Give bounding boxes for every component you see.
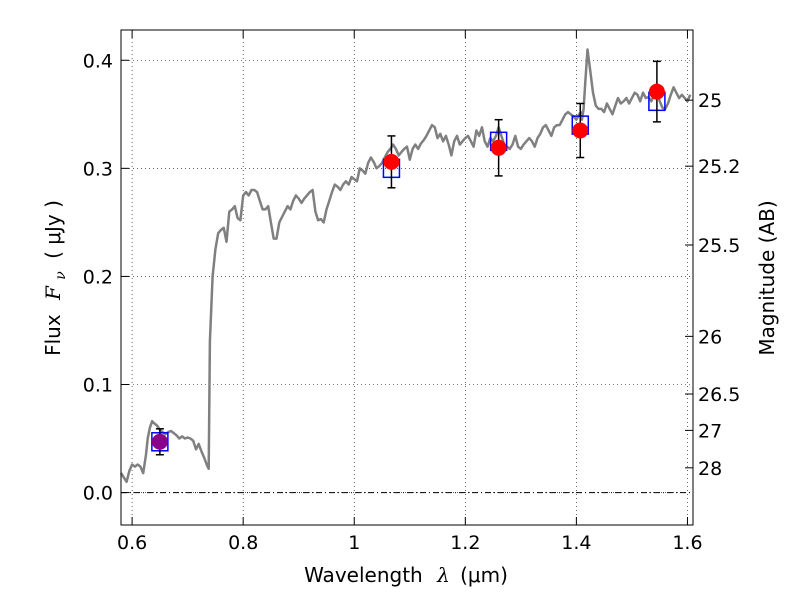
y2-tick-label: 26.5 <box>698 384 740 406</box>
plot-frame <box>120 29 694 526</box>
y-tick-label: 0.2 <box>83 266 113 288</box>
observed-point <box>648 83 665 100</box>
y-axis-label-symbol: F <box>41 285 65 301</box>
observed-point <box>383 153 400 170</box>
observed-point <box>490 139 507 156</box>
observed-photometry-points <box>151 83 665 450</box>
x-tick-label: 1.4 <box>561 532 591 554</box>
observed-point <box>151 433 168 450</box>
y2-axis-ticks: 25 25.2 25.5 26 26.5 27 28 <box>685 90 740 480</box>
y2-tick-label: 27 <box>698 420 722 442</box>
y-tick-label: 0.4 <box>83 50 113 72</box>
y2-tick-label: 25.5 <box>698 235 740 257</box>
y2-tick-label: 26 <box>698 326 722 348</box>
y-tick-label: 0.3 <box>83 158 113 180</box>
x-tick-label: 1.2 <box>450 532 480 554</box>
x-axis-label-text: Wavelength <box>304 563 423 587</box>
y-tick-label: 0.0 <box>83 483 113 505</box>
x-tick-label: 0.8 <box>228 532 258 554</box>
x-axis-label-unit: (μm) <box>460 563 508 587</box>
plot-background <box>121 30 693 525</box>
x-axis-label-symbol: λ <box>436 563 450 587</box>
model-spectrum-line <box>119 48 692 484</box>
y2-axis-label: Magnitude (AB) <box>755 200 779 355</box>
y-axis-label-subscript: ν <box>53 271 69 280</box>
grid-lines <box>121 30 693 525</box>
x-axis-label: Wavelength λ (μm) <box>304 563 508 587</box>
y-axis-label-text: Flux <box>41 314 65 356</box>
x-tick-label: 0.6 <box>117 532 147 554</box>
y-tick-label: 0.1 <box>83 374 113 396</box>
x-tick-label: 1 <box>348 532 360 554</box>
x-tick-label: 1.6 <box>672 532 702 554</box>
y-axis-ticks: 0.0 0.1 0.2 0.3 0.4 <box>83 50 129 505</box>
y-axis-label: Flux F ν ( μJy ) <box>41 200 70 356</box>
y-axis-label-unit: ( μJy ) <box>41 200 65 259</box>
y2-tick-label: 28 <box>698 458 722 480</box>
x-axis-ticks: 0.6 0.8 1 1.2 1.4 1.6 <box>117 30 703 554</box>
y2-tick-label: 25.2 <box>698 156 740 178</box>
observed-point <box>572 122 589 139</box>
y2-tick-label: 25 <box>698 90 722 112</box>
